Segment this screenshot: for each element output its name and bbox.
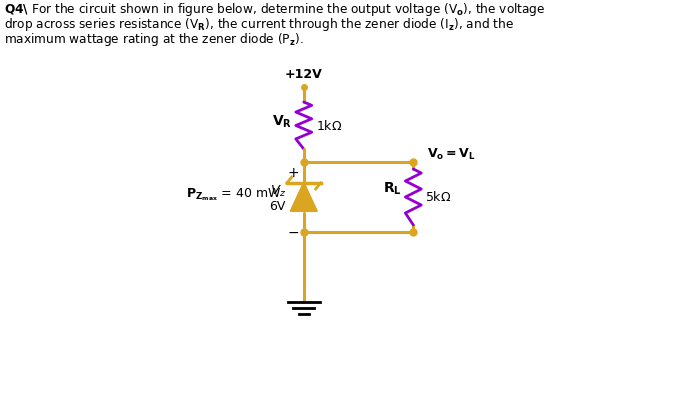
Text: drop across series resistance (V$_\mathbf{R}$), the current through the zener di: drop across series resistance (V$_\mathb…: [4, 16, 514, 33]
Text: $\mathbf{R_L}$: $\mathbf{R_L}$: [382, 181, 401, 197]
Text: $\bf{Q4\backslash}$ For the circuit shown in figure below, determine the output : $\bf{Q4\backslash}$ For the circuit show…: [4, 1, 545, 18]
Text: −: −: [287, 226, 298, 240]
Text: $V_z$: $V_z$: [270, 183, 286, 198]
Text: $\mathbf{V_R}$: $\mathbf{V_R}$: [272, 113, 291, 130]
Text: $\mathbf{P_{Z_{max}}}$ = 40 mW: $\mathbf{P_{Z_{max}}}$ = 40 mW: [186, 187, 282, 203]
Text: +: +: [287, 166, 298, 180]
Text: 1k$\Omega$: 1k$\Omega$: [316, 118, 342, 133]
Text: +12V: +12V: [285, 68, 323, 81]
Polygon shape: [291, 183, 317, 211]
Text: maximum wattage rating at the zener diode (P$_\mathbf{z}$).: maximum wattage rating at the zener diod…: [4, 31, 304, 48]
Text: 5k$\Omega$: 5k$\Omega$: [425, 190, 452, 204]
Text: 6V: 6V: [269, 200, 286, 214]
Text: $\mathbf{V_o = V_L}$: $\mathbf{V_o = V_L}$: [427, 146, 476, 162]
